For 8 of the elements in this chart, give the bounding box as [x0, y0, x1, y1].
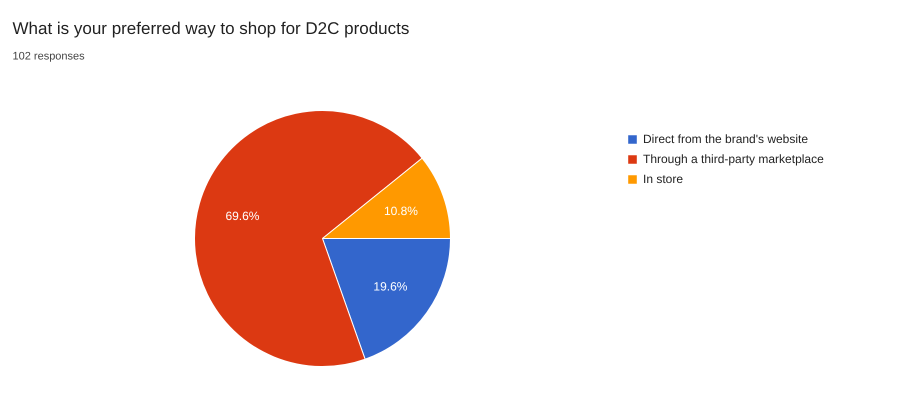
data-label: 69.6% [225, 208, 260, 223]
chart-title: What is your preferred way to shop for D2C products [12, 19, 410, 38]
legend-label: Direct from the brand's website [643, 132, 808, 146]
legend-label: Through a third-party marketplace [643, 152, 824, 166]
text: 102 responses [12, 50, 86, 62]
data-label: 19.6% [373, 280, 408, 294]
legend-label: In store [643, 172, 684, 186]
data-label: 10.8% [384, 204, 418, 218]
